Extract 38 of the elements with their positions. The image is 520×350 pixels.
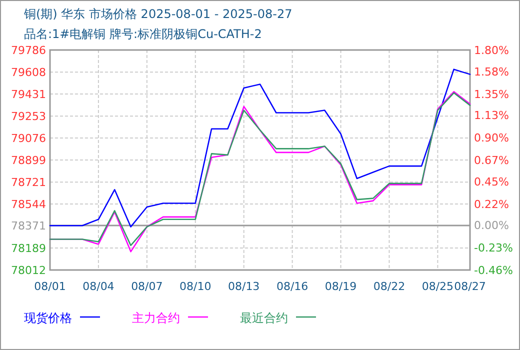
x-tick-label: 08/10 bbox=[180, 280, 212, 293]
x-tick-label: 08/13 bbox=[228, 280, 260, 293]
y-tick-label: 79076 bbox=[11, 132, 46, 146]
y-tick-label: 78544 bbox=[11, 198, 46, 212]
y2-tick-label: 0.90% bbox=[474, 132, 509, 145]
y-tick-label: 79608 bbox=[11, 66, 46, 80]
legend-label: 现货价格 bbox=[24, 311, 72, 325]
x-tick-label: 08/22 bbox=[373, 280, 406, 293]
y-tick-label: 78012 bbox=[11, 264, 46, 277]
y-tick-label: 79786 bbox=[11, 44, 46, 57]
y2-tick-label: -0.46% bbox=[474, 264, 513, 277]
y-tick-label: 78899 bbox=[11, 154, 46, 167]
y2-tick-label: 1.13% bbox=[474, 109, 509, 122]
y2-tick-label: 1.58% bbox=[474, 65, 509, 78]
x-tick-label: 08/16 bbox=[276, 280, 308, 293]
y-tick-label: 79431 bbox=[11, 88, 46, 102]
x-tick-label: 08/25 bbox=[422, 280, 454, 293]
y2-tick-label: -0.23% bbox=[474, 242, 513, 255]
y-tick-label: 78721 bbox=[11, 176, 46, 190]
line-series bbox=[49, 68, 471, 228]
legend-label: 主力合约 bbox=[132, 311, 180, 325]
y-tick-label: 79253 bbox=[11, 110, 46, 124]
chart-subtitle: 品名:1#电解铜 牌号:标准阴极铜Cu-CATH-2 bbox=[24, 27, 262, 41]
x-tick-label: 08/19 bbox=[324, 280, 357, 293]
y2-tick-label: 0.22% bbox=[474, 198, 509, 211]
x-tick-label: 08/04 bbox=[82, 280, 114, 293]
x-tick-label: 08/01 bbox=[34, 280, 66, 293]
y2-tick-label: 0.67% bbox=[474, 154, 509, 167]
y2-tick-label: 1.80% bbox=[474, 44, 509, 57]
y-tick-label: 78189 bbox=[11, 242, 46, 256]
y2-tick-label: 0.45% bbox=[474, 175, 509, 188]
legend-label: 最近合约 bbox=[240, 311, 288, 325]
y2-tick-label: 1.35% bbox=[474, 88, 509, 101]
y2-tick-label: 0.00% bbox=[474, 219, 509, 232]
x-tick-label: 08/07 bbox=[131, 280, 163, 293]
y-tick-label: 78371 bbox=[11, 219, 46, 232]
x-tick-label: 08/27 bbox=[454, 280, 486, 293]
chart-title: 铜(期) 华东 市场价格 2025-08-01 - 2025-08-27 bbox=[23, 7, 292, 21]
